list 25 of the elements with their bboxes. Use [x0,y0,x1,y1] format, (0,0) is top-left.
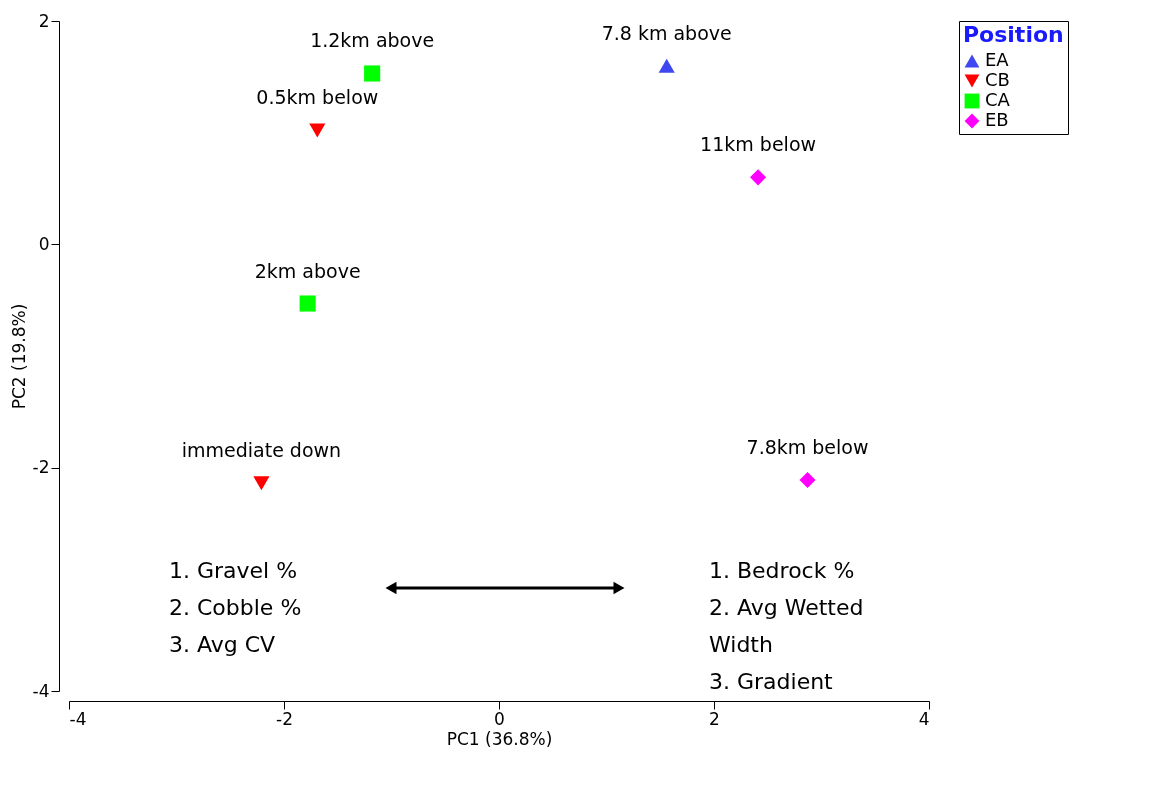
y-tick-label: 0 [38,233,50,254]
x-tick-label: -4 [69,708,87,729]
annotation: 7.8km below [746,435,869,458]
annotation: immediate down [181,439,342,462]
legend-label: CA [985,89,1011,110]
x-tick-label: -2 [276,708,293,729]
x-tick-label: 2 [709,708,720,729]
annotation: 1. Bedrock % 2. Avg Wetted Width 3. Gradient [709,558,864,694]
legend-title: Position [963,22,1064,47]
y-axis-title: PC2 (19.8%) [8,303,29,410]
annotation: 2km above [254,259,361,282]
legend-label: CB [985,69,1010,90]
y-tick-label: -4 [32,680,50,701]
y-tick-label: 2 [38,10,50,31]
x-tick-label: 4 [918,708,930,729]
legend-label: EA [985,49,1010,70]
legend-label: EB [985,109,1009,130]
x-axis-title: PC1 (36.8%) [446,728,553,749]
annotation: 1. Gravel % 2. Cobble % 3. Avg CV [169,558,302,657]
x-tick-label: 0 [494,708,505,729]
y-tick-label: -2 [32,457,50,478]
annotation: 11km below [700,133,817,156]
annotation: 0.5km below [256,86,379,109]
annotation: 7.8 km above [601,21,732,44]
annotation: 1.2km above [310,29,435,52]
